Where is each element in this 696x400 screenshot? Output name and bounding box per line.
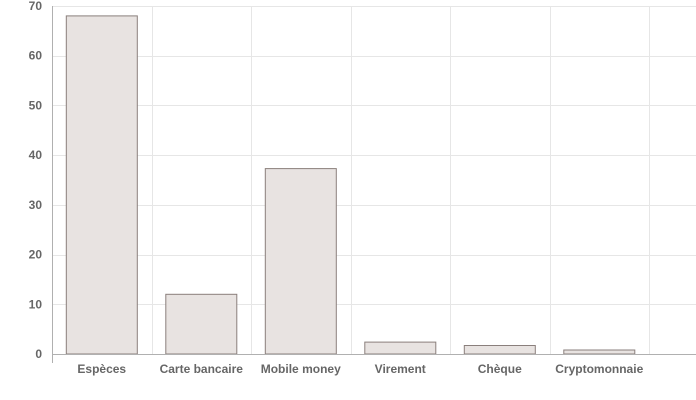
y-tick-label: 60 <box>29 49 43 63</box>
y-tick-label: 70 <box>29 0 43 13</box>
bar-cryptomonnaie[interactable] <box>563 349 636 355</box>
vertical-grid <box>152 6 650 354</box>
x-tick-label: Chèque <box>478 362 522 376</box>
y-tick-label: 20 <box>29 248 43 262</box>
y-tick-label: 0 <box>35 347 42 361</box>
x-axis-ticks: Espèces Carte bancaire Mobile money Viremen… <box>77 362 643 376</box>
x-tick-label: Cryptomonnaie <box>555 362 643 376</box>
bar-virement[interactable] <box>364 341 437 355</box>
y-tick-label: 40 <box>29 148 43 162</box>
bar-series <box>65 15 636 355</box>
bar-ch-que[interactable] <box>463 345 536 355</box>
bar-mobile-money[interactable] <box>264 168 337 355</box>
y-axis-ticks: 0 10 20 30 40 50 60 70 <box>29 0 43 361</box>
y-tick-label: 50 <box>29 98 43 112</box>
y-tick-label: 10 <box>29 297 43 311</box>
x-tick-label: Mobile money <box>261 362 341 376</box>
x-tick-label: Carte bancaire <box>160 362 244 376</box>
bar-carte-bancaire[interactable] <box>165 293 238 355</box>
y-tick-label: 30 <box>29 198 43 212</box>
x-tick-label: Espèces <box>77 362 126 376</box>
x-tick-label: Virement <box>375 362 426 376</box>
bar-esp-ces[interactable] <box>65 15 138 355</box>
horizontal-grid <box>52 6 696 305</box>
